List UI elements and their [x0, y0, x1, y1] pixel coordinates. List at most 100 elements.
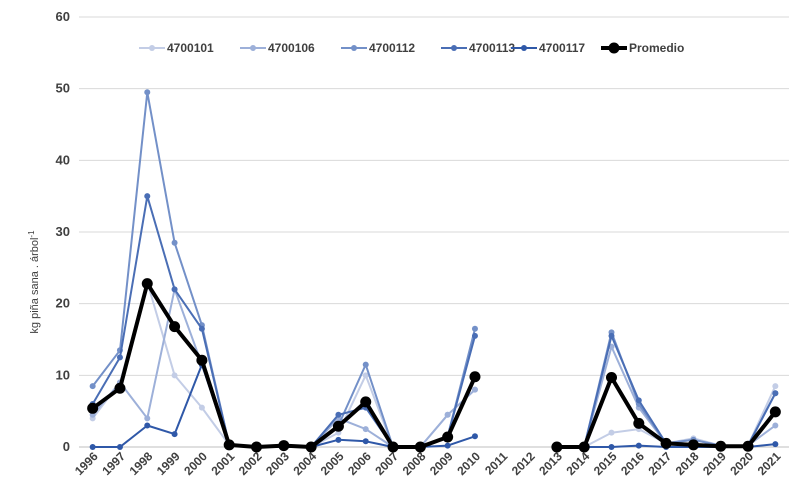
x-tick-label: 2001 [209, 449, 238, 478]
x-tick-label: 2006 [345, 449, 374, 478]
x-tick-label: 1998 [127, 449, 156, 478]
data-point [171, 431, 178, 438]
x-tick-label: 2004 [290, 449, 319, 478]
legend-label: 4700106 [268, 41, 315, 55]
x-tick-label: 2010 [454, 449, 483, 478]
data-point [444, 411, 451, 418]
x-tick-label: 2016 [618, 449, 647, 478]
x-tick-label: 2019 [700, 449, 729, 478]
legend-item: Promedio [601, 41, 684, 55]
y-tick-label: 50 [56, 81, 70, 96]
data-point [687, 439, 699, 451]
data-point [444, 442, 451, 449]
data-point [171, 239, 178, 246]
legend-label: 4700117 [539, 41, 585, 55]
x-tick-label: 2007 [372, 449, 401, 478]
data-point [471, 332, 478, 339]
data-point [360, 396, 372, 408]
data-point [144, 422, 151, 429]
series-lines [87, 89, 781, 453]
legend-swatch-marker [149, 45, 155, 51]
series-Promedio [87, 278, 781, 453]
y-axis-ticks: 0 10 20 30 40 50 60 [56, 9, 70, 454]
data-point [578, 441, 590, 453]
data-point [608, 429, 615, 436]
data-point [635, 442, 642, 449]
legend-item: 4700117 [511, 41, 585, 55]
data-point [251, 441, 262, 453]
series-line [91, 91, 476, 448]
y-tick-label: 20 [56, 296, 70, 311]
y-axis-label-text: kg piña sana . árbol [29, 238, 41, 334]
data-point [362, 426, 369, 433]
x-tick-label: 2008 [400, 449, 429, 478]
y-tick-label: 0 [63, 439, 70, 454]
x-tick-label: 2014 [564, 449, 593, 478]
data-point [772, 390, 779, 397]
data-point [769, 406, 781, 418]
series-line [554, 375, 778, 449]
series-4700101 [89, 279, 779, 450]
x-tick-label: 2009 [427, 449, 456, 478]
x-tick-label: 2012 [509, 449, 538, 478]
y-axis-label-superscript: -1 [27, 230, 36, 238]
data-point [742, 440, 754, 452]
data-point [635, 397, 642, 404]
data-point [169, 321, 181, 333]
data-point [332, 420, 344, 432]
legend-swatch-marker [608, 42, 620, 54]
y-axis-label: kg piña sana . árbol-1 [27, 230, 41, 334]
data-point [608, 332, 615, 339]
x-tick-label: 1996 [72, 449, 101, 478]
data-point [116, 444, 123, 450]
data-point [660, 437, 672, 449]
x-tick-label: 2011 [482, 449, 511, 478]
data-point [144, 415, 151, 422]
x-tick-label: 2018 [673, 449, 702, 478]
x-tick-label: 2020 [727, 449, 756, 478]
data-point [223, 439, 235, 451]
x-tick-label: 2002 [236, 449, 265, 478]
data-point [171, 286, 178, 293]
legend-swatch-marker [250, 45, 256, 51]
data-point [335, 411, 342, 418]
x-tick-label: 2005 [318, 449, 347, 478]
x-tick-label: 2017 [645, 449, 674, 478]
data-point [198, 325, 205, 332]
data-point [772, 441, 779, 448]
data-point [551, 441, 563, 453]
data-point [715, 440, 727, 452]
data-point [772, 383, 779, 390]
legend-label: Promedio [629, 41, 684, 55]
x-tick-label: 2021 [755, 449, 784, 478]
legend-item: 4700106 [240, 41, 315, 55]
legend-label: 4700112 [369, 41, 415, 55]
legend-item: 4700101 [139, 41, 214, 55]
data-point [471, 386, 478, 393]
data-point [196, 354, 208, 366]
x-tick-label: 1997 [99, 449, 128, 478]
x-tick-label: 2013 [536, 449, 565, 478]
legend-label: 4700113 [469, 41, 515, 55]
x-tick-label: 1999 [154, 449, 183, 478]
x-tick-label: 2000 [181, 449, 210, 478]
legend-swatch-marker [451, 45, 457, 51]
data-point [335, 436, 342, 443]
y-tick-label: 60 [56, 9, 70, 24]
legend-item: 4700112 [341, 41, 415, 55]
data-point [141, 278, 153, 290]
data-point [442, 431, 454, 443]
data-point [387, 441, 399, 453]
data-point [198, 404, 205, 411]
data-point [89, 383, 96, 390]
data-point [87, 402, 99, 414]
gridlines [79, 16, 789, 448]
data-point [171, 372, 178, 379]
x-axis-ticks: 1996199719981999200020012002200320042005… [72, 449, 784, 478]
legend: 4700101 4700106 4700112 4700113 4700117 Prome… [139, 41, 684, 55]
data-point [362, 438, 369, 445]
legend-item: 4700113 [441, 41, 515, 55]
data-point [362, 361, 369, 368]
data-point [89, 444, 96, 450]
